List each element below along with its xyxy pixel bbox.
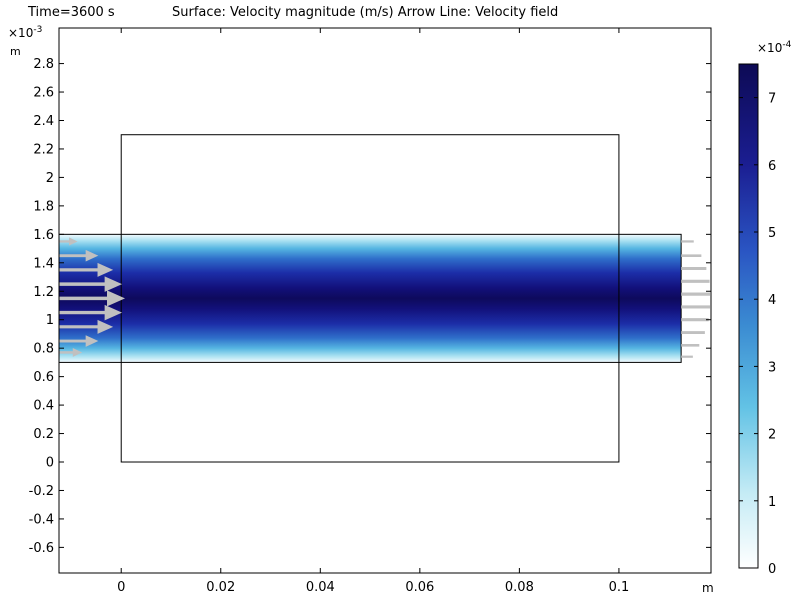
x-unit: m: [702, 581, 714, 595]
colorbar-bar: [738, 63, 759, 569]
x-tick-label: 0.04: [306, 580, 335, 595]
arrow-lines: [59, 237, 710, 358]
y-tick-label: 0: [46, 456, 54, 471]
y-tick-label: -0.6: [29, 541, 54, 556]
plot-label: Surface: Velocity magnitude (m/s) Arrow …: [172, 5, 558, 20]
y-tick-label: 0.6: [33, 370, 54, 385]
y-tick-label: 2.8: [33, 57, 54, 72]
colorbar-tick-label: 1: [768, 495, 776, 510]
colorbar-tick-label: 5: [768, 226, 776, 241]
x-tick-label: 0.1: [609, 580, 630, 595]
colorbar-tick-label: 6: [768, 159, 776, 174]
x-tick-label: 0.08: [505, 580, 534, 595]
colorbar-tick-label: 4: [768, 293, 776, 308]
y-tick-label: 1.6: [33, 228, 54, 243]
y-tick-label: 2.2: [33, 142, 54, 157]
x-tick-label: 0.06: [405, 580, 434, 595]
y-tick-label: 2.6: [33, 86, 54, 101]
inlet-arrow-head: [97, 262, 114, 277]
y-tick-label: 0.8: [33, 342, 54, 357]
y-tick-label: 1.4: [33, 256, 54, 271]
colorbar: ×10-4 0 1 2 3 4 5 6 7: [738, 40, 792, 577]
inlet-arrow-head: [104, 304, 123, 321]
axes-frame: [58, 27, 712, 574]
y-tick-label: 0.2: [33, 427, 54, 442]
y-tick-label: -0.4: [29, 512, 54, 527]
y-tick-label: -0.2: [29, 484, 54, 499]
colorbar-tick-label: 7: [768, 92, 776, 107]
y-tick-label: 0.4: [33, 399, 54, 414]
colorbar-ticks: 0 1 2 3 4 5 6 7: [739, 92, 776, 577]
inlet-arrow-head: [97, 319, 114, 334]
colorbar-tick-label: 0: [768, 562, 776, 577]
x-ticks: 0 0.02 0.04 0.06 0.08 0.1: [117, 28, 629, 595]
channel-surface: [58, 233, 682, 363]
y-tick-label: 1: [46, 313, 54, 328]
y-tick-label: 2: [46, 171, 54, 186]
y-ticks: -0.6 -0.4 -0.2 0 0.2 0.4 0.6 0.8 1 1.2 1.4 1.6 1.8 2 2…: [29, 57, 711, 556]
y-tick-label: 1.2: [33, 285, 54, 300]
inlet-arrow-head: [107, 290, 125, 307]
y-unit: m: [10, 45, 21, 58]
x-tick-label: 0: [117, 580, 125, 595]
x-tick-label: 0.02: [206, 580, 235, 595]
inlet-arrow-head: [72, 348, 83, 357]
y-multiplier: ×10-3: [8, 25, 42, 40]
inlet-arrow-head: [85, 335, 99, 347]
y-tick-label: 2.4: [33, 114, 54, 129]
colorbar-tick-label: 3: [768, 360, 776, 375]
colorbar-tick-label: 2: [768, 428, 776, 443]
colorbar-multiplier: ×10-4: [757, 40, 792, 55]
inlet-arrow-head: [104, 276, 123, 292]
time-label: Time=3600 s: [27, 5, 115, 20]
plot-area: 0 0.02 0.04 0.06 0.08 0.1 -0.6 -0.4 -0.2 0 0.2 0.4…: [29, 27, 712, 595]
inlet-arrow-head: [69, 237, 78, 246]
inlet-arrow-head: [85, 249, 99, 262]
y-tick-label: 1.8: [33, 199, 54, 214]
